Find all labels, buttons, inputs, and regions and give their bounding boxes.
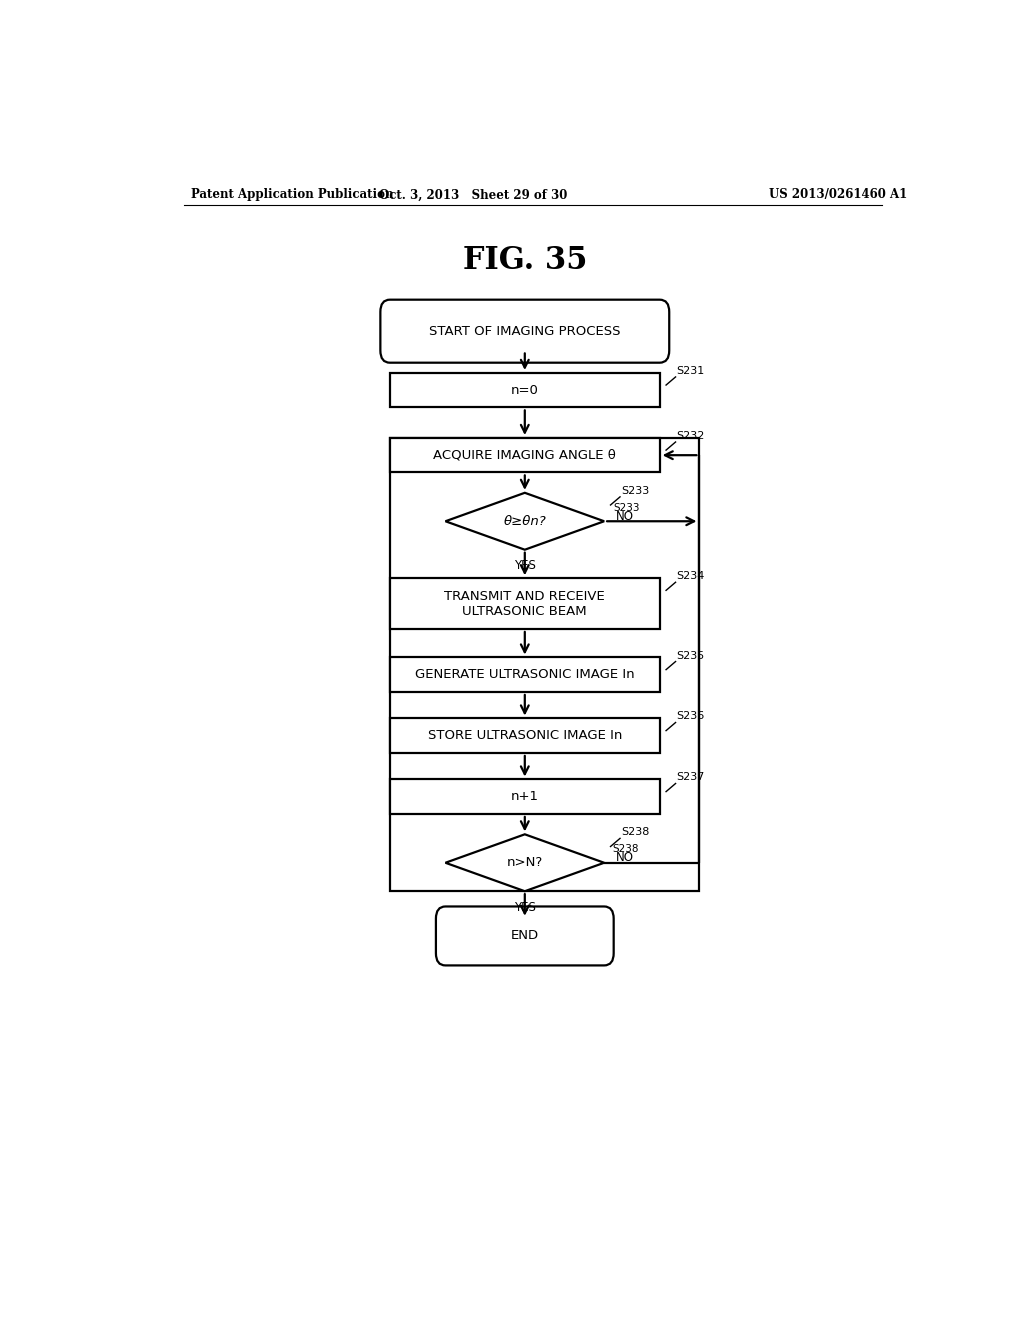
Polygon shape	[445, 492, 604, 549]
Text: S232: S232	[677, 430, 705, 441]
Bar	[390, 372, 659, 408]
Text: START OF IMAGING PROCESS: START OF IMAGING PROCESS	[429, 325, 621, 338]
Bar	[390, 438, 699, 891]
Text: GENERATE ULTRASONIC IMAGE In: GENERATE ULTRASONIC IMAGE In	[415, 668, 635, 681]
Text: NO: NO	[616, 510, 634, 523]
Text: US 2013/0261460 A1: US 2013/0261460 A1	[769, 189, 907, 202]
Text: Oct. 3, 2013   Sheet 29 of 30: Oct. 3, 2013 Sheet 29 of 30	[379, 189, 567, 202]
Bar	[390, 438, 659, 473]
Text: FIG. 35: FIG. 35	[463, 244, 587, 276]
Text: S235: S235	[677, 651, 705, 660]
Text: YES: YES	[514, 902, 536, 913]
Text: NO: NO	[616, 851, 634, 865]
Bar	[390, 718, 659, 752]
FancyBboxPatch shape	[436, 907, 613, 965]
Text: S237: S237	[677, 772, 705, 783]
Text: S238: S238	[621, 828, 649, 837]
Polygon shape	[445, 834, 604, 891]
Text: n>N?: n>N?	[507, 857, 543, 870]
Bar	[390, 657, 659, 692]
Text: S233: S233	[613, 503, 640, 513]
Text: END: END	[511, 929, 539, 942]
Bar	[390, 578, 659, 630]
Text: n=0: n=0	[511, 384, 539, 396]
Text: TRANSMIT AND RECEIVE
ULTRASONIC BEAM: TRANSMIT AND RECEIVE ULTRASONIC BEAM	[444, 590, 605, 618]
Text: ACQUIRE IMAGING ANGLE θ: ACQUIRE IMAGING ANGLE θ	[433, 449, 616, 462]
Text: S231: S231	[677, 366, 705, 376]
Text: STORE ULTRASONIC IMAGE In: STORE ULTRASONIC IMAGE In	[428, 729, 622, 742]
Text: n+1: n+1	[511, 791, 539, 803]
Text: S234: S234	[677, 572, 705, 581]
Text: YES: YES	[514, 560, 536, 573]
Bar	[390, 779, 659, 814]
Text: S233: S233	[621, 486, 649, 496]
FancyBboxPatch shape	[380, 300, 670, 363]
Text: S236: S236	[677, 711, 705, 722]
Text: Patent Application Publication: Patent Application Publication	[191, 189, 394, 202]
Text: θ≥θn?: θ≥θn?	[504, 515, 546, 528]
Text: S238: S238	[612, 843, 639, 854]
